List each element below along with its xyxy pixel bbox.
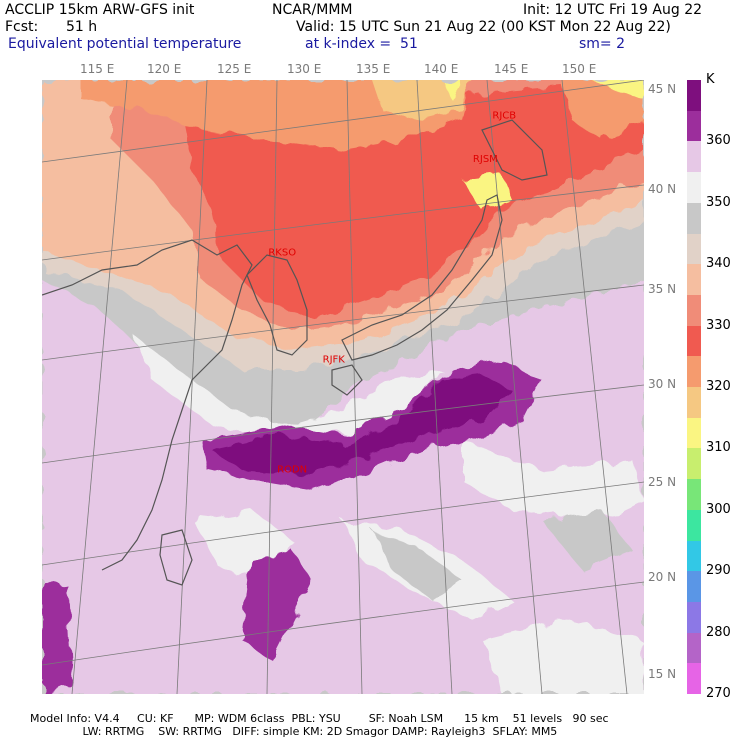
longitude-label: 150 E xyxy=(562,62,597,76)
legend-value: 300 xyxy=(706,501,731,517)
legend-swatch xyxy=(687,632,701,664)
longitude-label: 140 E xyxy=(424,62,459,76)
legend-swatch xyxy=(687,448,701,480)
legend-value: 320 xyxy=(706,379,731,394)
latitude-label: 30 N xyxy=(648,377,677,391)
valid-time: Valid: 15 UTC Sun 21 Aug 22 (00 KST Mon … xyxy=(296,19,671,35)
legend-swatch xyxy=(687,294,701,327)
legend-swatch xyxy=(687,325,701,357)
legend-swatch xyxy=(687,387,701,419)
station-label-rodn: RODN xyxy=(277,465,307,476)
longitude-label: 125 E xyxy=(217,62,252,76)
model-info-line1: Model Info: V4.4 CU: KF MP: WDM 6class P… xyxy=(30,712,609,725)
fcst-value: 51 h xyxy=(66,19,98,35)
model-title: ACCLIP 15km ARW-GFS init xyxy=(5,2,195,18)
legend-value: 310 xyxy=(706,440,731,456)
legend-swatch xyxy=(687,264,701,296)
latitude-label: 35 N xyxy=(648,282,677,296)
legend-value: 290 xyxy=(706,563,731,579)
station-label-rjfk: RJFK xyxy=(323,354,346,365)
station-label-rkso: RKSO xyxy=(268,247,296,258)
latitude-label: 15 N xyxy=(648,667,677,681)
legend-swatch xyxy=(687,417,701,449)
latitude-label: 25 N xyxy=(648,475,677,489)
longitude-label: 135 E xyxy=(356,62,391,76)
level-info: at k-index = 51 xyxy=(305,36,418,52)
init-time: Init: 12 UTC Fri 19 Aug 22 xyxy=(523,2,703,18)
legend-value: 350 xyxy=(706,194,731,210)
longitude-label: 115 E xyxy=(80,62,115,76)
legend-swatch xyxy=(687,233,701,265)
longitude-label: 120 E xyxy=(147,62,182,76)
legend-swatch xyxy=(687,509,701,541)
org-label: NCAR/MMM xyxy=(272,2,353,18)
station-label-rjsm: RJSM xyxy=(473,154,498,165)
legend-value: 270 xyxy=(706,686,731,701)
legend-swatch xyxy=(687,110,701,142)
color-legend xyxy=(687,80,701,695)
legend-swatch xyxy=(687,80,701,112)
latitude-label: 20 N xyxy=(648,570,677,584)
model-info-line2: LW: RRTMG SW: RRTMG DIFF: simple KM: 2D … xyxy=(30,725,558,738)
legend-swatch xyxy=(687,663,701,695)
fcst-label: Fcst: xyxy=(5,19,39,35)
legend-swatch xyxy=(687,202,701,234)
smoothing-info: sm= 2 xyxy=(579,36,626,52)
theta-e-map: RJCB RJSM RKSO RJFK RODN xyxy=(42,80,644,694)
station-label-rjcb: RJCB xyxy=(492,111,516,122)
longitude-label: 145 E xyxy=(494,62,529,76)
longitude-label: 130 E xyxy=(287,62,322,76)
legend-swatch xyxy=(687,479,701,511)
legend-value: 280 xyxy=(706,624,731,640)
legend-value: 330 xyxy=(706,317,731,333)
legend-unit: K xyxy=(706,72,715,87)
legend-swatch xyxy=(687,141,701,173)
graticule xyxy=(42,80,644,694)
legend-swatch xyxy=(687,172,701,204)
legend-swatch xyxy=(687,571,701,603)
latitude-label: 40 N xyxy=(648,182,677,196)
legend-value: 340 xyxy=(706,256,731,272)
legend-swatch xyxy=(687,601,701,634)
station-markers: RJCB RJSM RKSO RJFK RODN xyxy=(268,111,516,476)
field-name: Equivalent potential temperature xyxy=(8,36,242,52)
legend-swatch xyxy=(687,356,701,388)
map-canvas: RJCB RJSM RKSO RJFK RODN xyxy=(42,80,644,694)
legend-value: 360 xyxy=(706,133,731,149)
field-shading xyxy=(42,80,644,694)
legend-swatch xyxy=(687,540,701,572)
latitude-label: 45 N xyxy=(648,82,677,96)
coastlines xyxy=(42,119,548,586)
